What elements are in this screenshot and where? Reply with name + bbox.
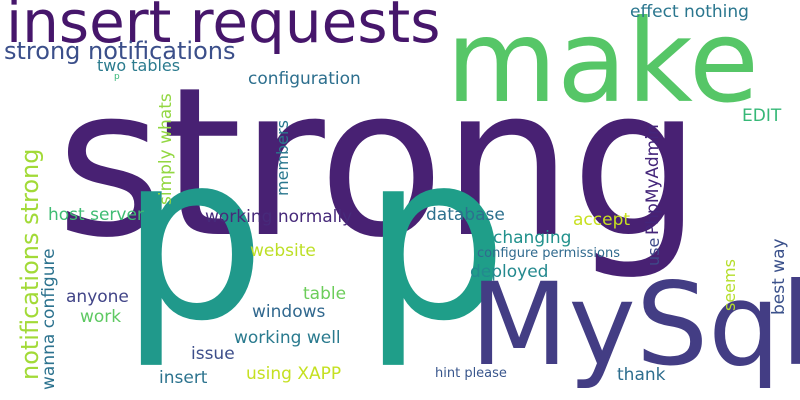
word-host-server: host server [48, 205, 144, 225]
word-edit: EDIT [742, 106, 782, 126]
word-mysql: MySql [470, 258, 800, 391]
word-insert: insert [159, 368, 208, 388]
word-make: make [446, 0, 759, 128]
word-phpmyadmin: PhpMyAdmin [643, 124, 663, 235]
word-work: work [80, 307, 122, 327]
word-accept: accept [573, 210, 631, 230]
word-website: website [250, 241, 316, 261]
word-hint-please: hint please [435, 366, 507, 381]
word-working-well: working well [234, 328, 341, 348]
word-thank: thank [617, 365, 666, 385]
word-p-left: p [120, 105, 266, 372]
word-using-xapp: using XAPP [246, 364, 342, 384]
word-strong: strong [56, 43, 702, 283]
word-deployed: deployed [470, 262, 549, 282]
word-members: members [273, 120, 292, 196]
word-best-way: best way [769, 238, 789, 315]
word-configuration: configuration [248, 69, 361, 89]
word-insert-requests: insert requests [6, 0, 441, 56]
word-working-normally: working normally [205, 207, 353, 227]
word-p-small: p [114, 72, 120, 82]
word-wanna-configure: wanna configure [39, 248, 59, 390]
word-strong-notifications: strong notifications [4, 37, 236, 65]
word-use: use [644, 237, 663, 266]
word-database: database [426, 205, 505, 225]
word-windows: windows [252, 302, 326, 322]
word-anyone: anyone [66, 287, 129, 307]
word-table: table [303, 284, 347, 304]
word-seems: seems [720, 259, 739, 311]
word-p-right: p [362, 105, 508, 372]
word-effect-nothing: effect nothing [630, 2, 749, 22]
word-issue: issue [191, 344, 235, 364]
word-two-tables: two tables [97, 56, 181, 75]
word-configure-permissions: configure permissions [477, 246, 620, 261]
word-simply-whats: simply whats [156, 93, 176, 205]
word-changing: changing [493, 228, 572, 248]
